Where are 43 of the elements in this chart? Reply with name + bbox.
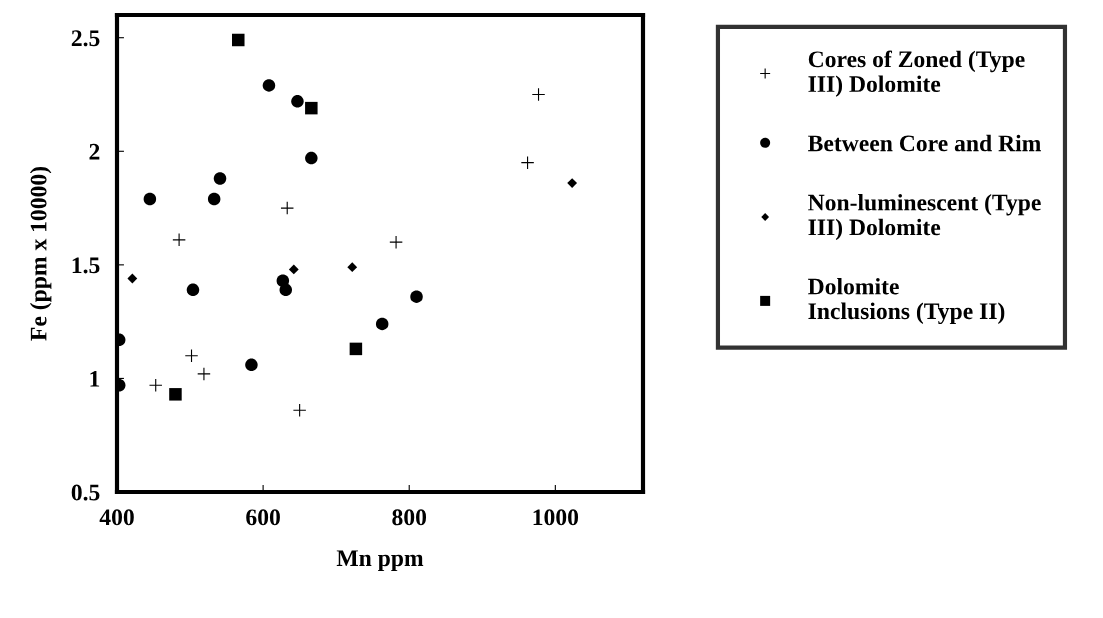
point <box>186 283 200 297</box>
point <box>520 155 535 170</box>
y-axis-title: Fe (ppm x 10000) <box>29 166 52 341</box>
point <box>232 33 245 47</box>
point <box>291 95 304 108</box>
legend-label: Between Core and Rim <box>808 134 1041 152</box>
point <box>410 290 423 303</box>
point <box>172 233 186 247</box>
legend-label: Non-luminescent (Type III) Dolomite <box>808 193 1041 241</box>
point <box>197 367 211 381</box>
point <box>207 192 221 206</box>
x-tick-label: 600 <box>246 509 280 526</box>
point <box>292 403 307 418</box>
x-tick-label: 800 <box>392 509 427 526</box>
point <box>305 151 318 165</box>
point <box>143 192 157 206</box>
legend-label: Cores of Zoned (Type III) Dolomite <box>808 50 1025 97</box>
point <box>184 348 199 363</box>
point <box>347 262 358 273</box>
point <box>127 273 138 284</box>
point <box>375 317 389 331</box>
point <box>169 388 182 401</box>
point <box>389 235 403 249</box>
point <box>213 172 227 185</box>
point <box>305 101 318 115</box>
point <box>349 342 363 356</box>
point <box>279 283 293 297</box>
y-tick-label: 2 <box>89 143 100 160</box>
point <box>531 87 546 102</box>
point <box>245 358 258 372</box>
point <box>148 378 163 393</box>
y-tick-label: 2.5 <box>71 30 100 47</box>
point <box>280 201 295 215</box>
legend-label: Dolomite Inclusions (Type II) <box>808 277 1005 325</box>
y-tick-label: 0.5 <box>71 484 100 501</box>
x-tick-label: 400 <box>99 509 134 526</box>
x-tick-label: 1000 <box>533 509 579 526</box>
point <box>288 264 299 275</box>
point <box>567 178 578 188</box>
point <box>262 79 276 92</box>
y-tick-label: 1 <box>90 371 100 387</box>
x-axis-title: Mn ppm <box>336 550 424 571</box>
y-tick-label: 1.5 <box>72 257 100 274</box>
